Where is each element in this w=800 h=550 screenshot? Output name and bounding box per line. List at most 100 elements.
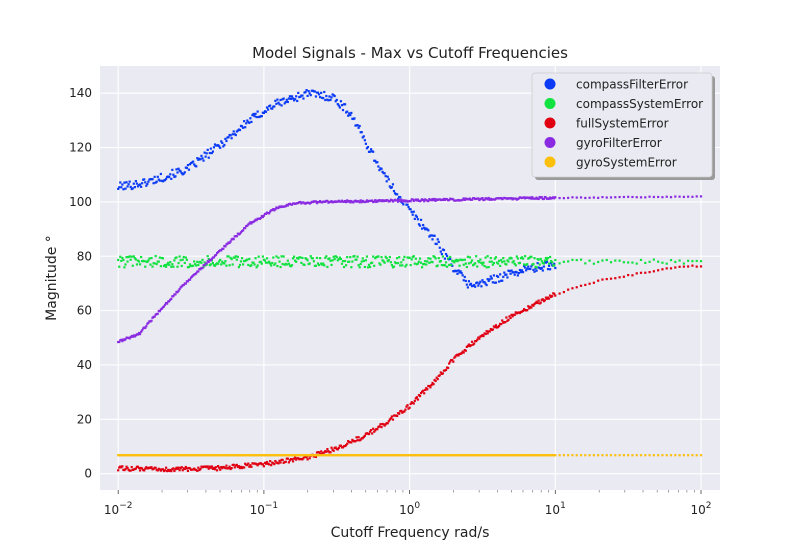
- data-point: [352, 201, 355, 204]
- data-point: [201, 258, 204, 262]
- data-point: [202, 265, 205, 269]
- data-point: [459, 270, 462, 273]
- data-point: [661, 454, 664, 457]
- data-point: [166, 263, 169, 266]
- data-point: [397, 261, 400, 265]
- data-point: [377, 165, 380, 168]
- data-point: [348, 112, 351, 115]
- data-point: [383, 172, 386, 175]
- data-point: [210, 151, 213, 155]
- data-point: [433, 197, 436, 201]
- data-point: [575, 286, 578, 289]
- data-point: [264, 110, 268, 113]
- data-point: [509, 316, 512, 320]
- data-point: [350, 441, 353, 444]
- data-point: [507, 318, 510, 321]
- data-point: [431, 261, 434, 264]
- data-points: [117, 89, 703, 473]
- data-point: [255, 115, 258, 119]
- data-point: [264, 261, 268, 264]
- data-point: [291, 257, 295, 260]
- data-point: [167, 261, 170, 264]
- data-point: [549, 255, 552, 259]
- data-point: [170, 470, 173, 473]
- data-point: [389, 417, 392, 420]
- data-point: [316, 91, 320, 94]
- data-point: [452, 198, 455, 201]
- data-point: [470, 259, 474, 262]
- data-point: [314, 264, 318, 267]
- data-point: [530, 255, 533, 258]
- data-point: [277, 101, 280, 104]
- data-point: [171, 263, 174, 266]
- data-point: [622, 195, 625, 199]
- data-point: [188, 467, 192, 470]
- y-tick-label: 20: [77, 412, 92, 426]
- data-point: [286, 204, 289, 207]
- data-point: [246, 463, 249, 467]
- data-point: [138, 469, 142, 472]
- data-point: [488, 330, 491, 333]
- data-point: [551, 261, 554, 264]
- data-point: [250, 222, 253, 225]
- data-point: [197, 270, 200, 273]
- data-point: [543, 299, 547, 302]
- data-point: [669, 267, 673, 270]
- data-point: [547, 297, 551, 300]
- data-point: [494, 281, 498, 284]
- data-point: [571, 196, 574, 199]
- data-point: [528, 307, 531, 310]
- data-point: [661, 268, 664, 271]
- data-point: [282, 97, 285, 100]
- data-point: [695, 259, 698, 263]
- data-point: [482, 334, 485, 338]
- data-point: [699, 265, 703, 268]
- data-point: [255, 266, 258, 269]
- data-point: [170, 297, 173, 300]
- data-point: [627, 261, 630, 264]
- data-point: [499, 264, 502, 268]
- data-point: [248, 257, 251, 261]
- data-point: [256, 464, 259, 467]
- data-point: [554, 258, 557, 262]
- data-point: [362, 135, 365, 138]
- data-point: [370, 148, 373, 151]
- data-point: [376, 161, 379, 164]
- data-point: [428, 261, 431, 264]
- data-point: [558, 454, 561, 457]
- data-point: [453, 356, 456, 359]
- data-point: [450, 263, 453, 267]
- legend-item: compassFilterError: [544, 78, 688, 92]
- data-point: [249, 464, 252, 467]
- data-point: [381, 170, 384, 173]
- data-point: [269, 262, 272, 265]
- data-point: [415, 215, 418, 218]
- data-point: [687, 454, 690, 457]
- data-point: [341, 108, 345, 112]
- data-point: [550, 259, 553, 263]
- data-point: [356, 255, 359, 258]
- data-point: [171, 168, 174, 171]
- data-point: [287, 97, 290, 100]
- data-point: [195, 264, 198, 267]
- data-point: [687, 265, 690, 268]
- data-point: [234, 255, 237, 258]
- data-point: [299, 200, 302, 204]
- data-point: [551, 295, 554, 298]
- data-point: [254, 112, 257, 115]
- data-point: [364, 259, 367, 262]
- data-point: [188, 263, 192, 266]
- data-point: [235, 235, 238, 238]
- data-point: [451, 358, 454, 362]
- data-point: [414, 257, 417, 260]
- data-point: [248, 222, 251, 225]
- data-point: [579, 196, 583, 199]
- data-point: [121, 256, 124, 260]
- legend-item: compassSystemError: [544, 97, 703, 111]
- data-point: [371, 199, 374, 202]
- data-point: [389, 261, 392, 264]
- data-point: [455, 270, 458, 273]
- data-point: [338, 256, 341, 259]
- data-point: [562, 290, 565, 294]
- data-point: [372, 150, 375, 153]
